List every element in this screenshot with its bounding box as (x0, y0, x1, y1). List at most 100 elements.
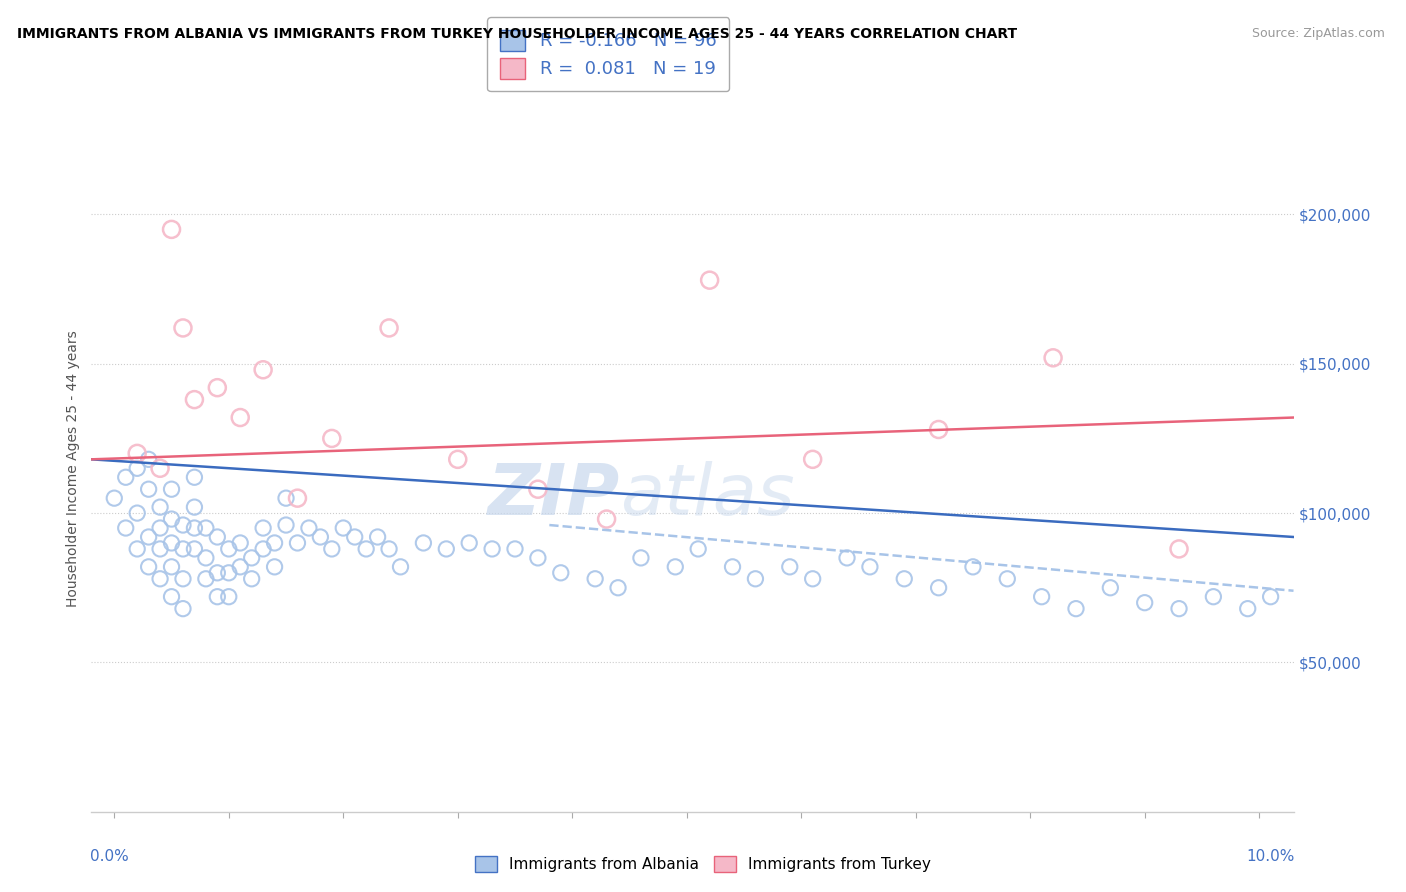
Point (263, 559, 285, 574)
Point (664, 559, 686, 574)
Point (893, 572, 915, 586)
Point (194, 572, 217, 586)
Point (149, 541, 172, 556)
Point (240, 572, 263, 586)
Point (207, 530, 229, 544)
Point (595, 512, 617, 526)
Point (183, 470, 205, 484)
Point (138, 482, 160, 496)
Point (274, 518, 297, 533)
Point (688, 541, 710, 556)
Point (218, 541, 240, 556)
Point (229, 559, 252, 574)
Point (194, 521, 217, 535)
Point (1042, 351, 1064, 365)
Point (183, 392, 205, 407)
Point (321, 432, 343, 446)
Point (527, 482, 550, 496)
Point (127, 506, 149, 520)
Text: 10.0%: 10.0% (1246, 849, 1295, 864)
Point (183, 521, 205, 535)
Point (160, 482, 183, 496)
Point (160, 222, 183, 236)
Point (859, 559, 882, 574)
Text: 0.0%: 0.0% (90, 849, 129, 864)
Point (1031, 590, 1053, 604)
Point (229, 536, 252, 550)
Point (721, 559, 744, 574)
Point (378, 321, 401, 335)
Y-axis label: Householder Income Ages 25 - 44 years: Householder Income Ages 25 - 44 years (66, 330, 80, 607)
Point (835, 550, 858, 565)
Point (183, 541, 205, 556)
Point (229, 410, 252, 425)
Point (218, 566, 240, 580)
Point (1202, 590, 1225, 604)
Point (1064, 601, 1087, 615)
Point (114, 470, 136, 484)
Point (172, 321, 194, 335)
Point (160, 590, 183, 604)
Point (127, 446, 149, 460)
Legend: Immigrants from Albania, Immigrants from Turkey: Immigrants from Albania, Immigrants from… (468, 848, 938, 880)
Point (630, 550, 652, 565)
Point (172, 601, 194, 615)
Point (172, 541, 194, 556)
Point (1168, 601, 1191, 615)
Point (332, 521, 354, 535)
Point (160, 512, 183, 526)
Point (183, 500, 205, 515)
Point (458, 536, 481, 550)
Text: Source: ZipAtlas.com: Source: ZipAtlas.com (1251, 27, 1385, 40)
Point (389, 559, 412, 574)
Point (207, 590, 229, 604)
Point (287, 536, 309, 550)
Point (1236, 601, 1258, 615)
Point (149, 461, 172, 475)
Point (240, 550, 263, 565)
Text: atlas: atlas (620, 461, 794, 530)
Point (354, 541, 377, 556)
Point (218, 590, 240, 604)
Point (298, 521, 321, 535)
Point (172, 518, 194, 533)
Point (127, 541, 149, 556)
Point (149, 521, 172, 535)
Point (447, 452, 470, 467)
Point (149, 572, 172, 586)
Point (138, 452, 160, 467)
Point (274, 491, 297, 505)
Point (321, 541, 343, 556)
Point (995, 572, 1018, 586)
Point (412, 536, 434, 550)
Point (928, 581, 950, 595)
Point (378, 541, 401, 556)
Point (801, 572, 824, 586)
Point (309, 530, 332, 544)
Text: IMMIGRANTS FROM ALBANIA VS IMMIGRANTS FROM TURKEY HOUSEHOLDER INCOME AGES 25 - 4: IMMIGRANTS FROM ALBANIA VS IMMIGRANTS FR… (17, 27, 1017, 41)
Point (1133, 596, 1156, 610)
Point (699, 273, 721, 287)
Point (207, 381, 229, 395)
Point (550, 566, 572, 580)
Point (503, 541, 526, 556)
Point (172, 572, 194, 586)
Text: ZIP: ZIP (488, 461, 620, 530)
Point (434, 541, 457, 556)
Point (103, 491, 125, 505)
Point (160, 536, 183, 550)
Point (583, 572, 606, 586)
Point (607, 581, 630, 595)
Point (252, 541, 274, 556)
Point (481, 541, 503, 556)
Point (138, 559, 160, 574)
Point (194, 550, 217, 565)
Point (252, 363, 274, 377)
Point (1099, 581, 1122, 595)
Point (114, 521, 136, 535)
Point (1168, 541, 1191, 556)
Point (779, 559, 801, 574)
Legend: R = -0.166   N = 96, R =  0.081   N = 19: R = -0.166 N = 96, R = 0.081 N = 19 (488, 17, 730, 91)
Point (744, 572, 766, 586)
Point (160, 559, 183, 574)
